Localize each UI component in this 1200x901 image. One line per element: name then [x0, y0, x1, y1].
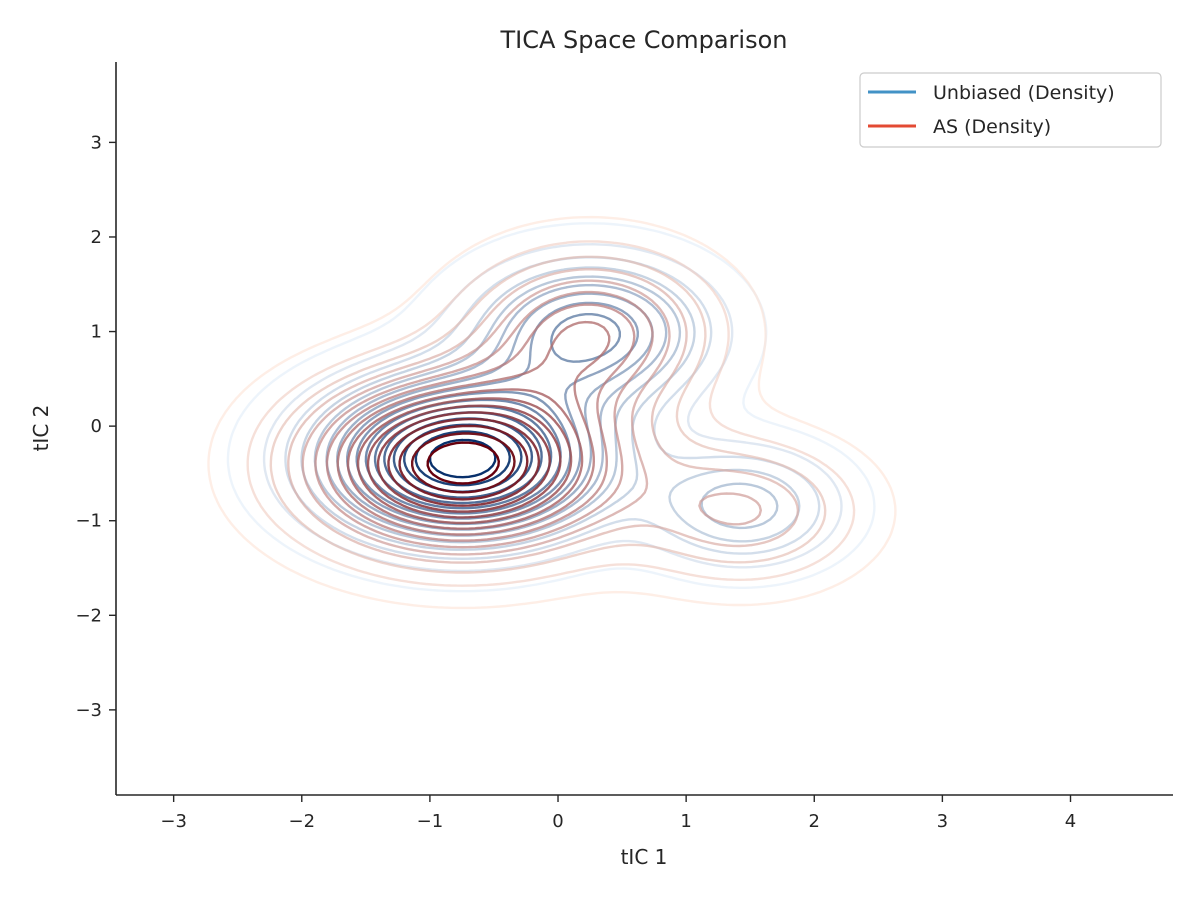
contour-level-14: [411, 432, 516, 494]
contour-level-3: [287, 268, 800, 564]
contour-level-4: [301, 279, 762, 556]
y-tick-label: −1: [75, 511, 102, 532]
contour-level-5: [314, 290, 654, 549]
contour-level-2: [269, 255, 827, 574]
chart-title: TICA Space Comparison: [499, 26, 787, 54]
x-tick-label: −2: [289, 811, 316, 832]
x-tick-label: −3: [160, 811, 187, 832]
y-tick-label: −3: [75, 700, 102, 721]
contour-level-1: [246, 240, 856, 587]
contour-level-12: [387, 417, 541, 507]
y-tick-label: 1: [91, 322, 102, 343]
legend-box: [859, 72, 1162, 148]
x-tick-label: 3: [937, 811, 948, 832]
x-tick-label: 1: [680, 811, 691, 832]
contour-level-10: [366, 404, 562, 519]
contour-series-as: [207, 215, 897, 610]
contour-level-6: [325, 303, 636, 542]
y-tick-label: 2: [91, 227, 102, 248]
contour-level-9: [356, 397, 573, 525]
x-tick-label: −1: [417, 811, 444, 832]
axes: −3 −2 −1 0 1 2 3 4 −3 −2 −1 0 1 2 3: [75, 62, 1173, 832]
y-ticks: −3 −2 −1 0 1 2 3: [75, 132, 116, 721]
y-tick-label: −2: [75, 605, 102, 626]
x-tick-label: 0: [552, 811, 563, 832]
legend-label-unbiased: Unbiased (Density): [933, 82, 1115, 104]
contour-level-15: [426, 441, 500, 485]
contour-level-0: [226, 222, 876, 593]
contour-level-7: [336, 320, 611, 536]
contour-level-13: [398, 424, 529, 501]
y-tick-label: 0: [91, 416, 102, 437]
y-tick-label: 3: [91, 132, 102, 153]
contour-level-3: [300, 266, 801, 551]
x-axis-label: tIC 1: [621, 845, 668, 869]
contour-level-11: [376, 411, 551, 513]
contour-level-0: [207, 215, 897, 610]
density-contours: [207, 215, 897, 610]
legend-label-as: AS (Density): [933, 116, 1051, 138]
y-axis-label: tIC 2: [29, 405, 53, 452]
legend: Unbiased (Density) AS (Density): [859, 72, 1162, 148]
contour-level-8: [346, 388, 584, 530]
x-tick-label: 2: [809, 811, 820, 832]
x-tick-label: 4: [1065, 811, 1076, 832]
x-ticks: −3 −2 −1 0 1 2 3 4: [160, 795, 1076, 832]
